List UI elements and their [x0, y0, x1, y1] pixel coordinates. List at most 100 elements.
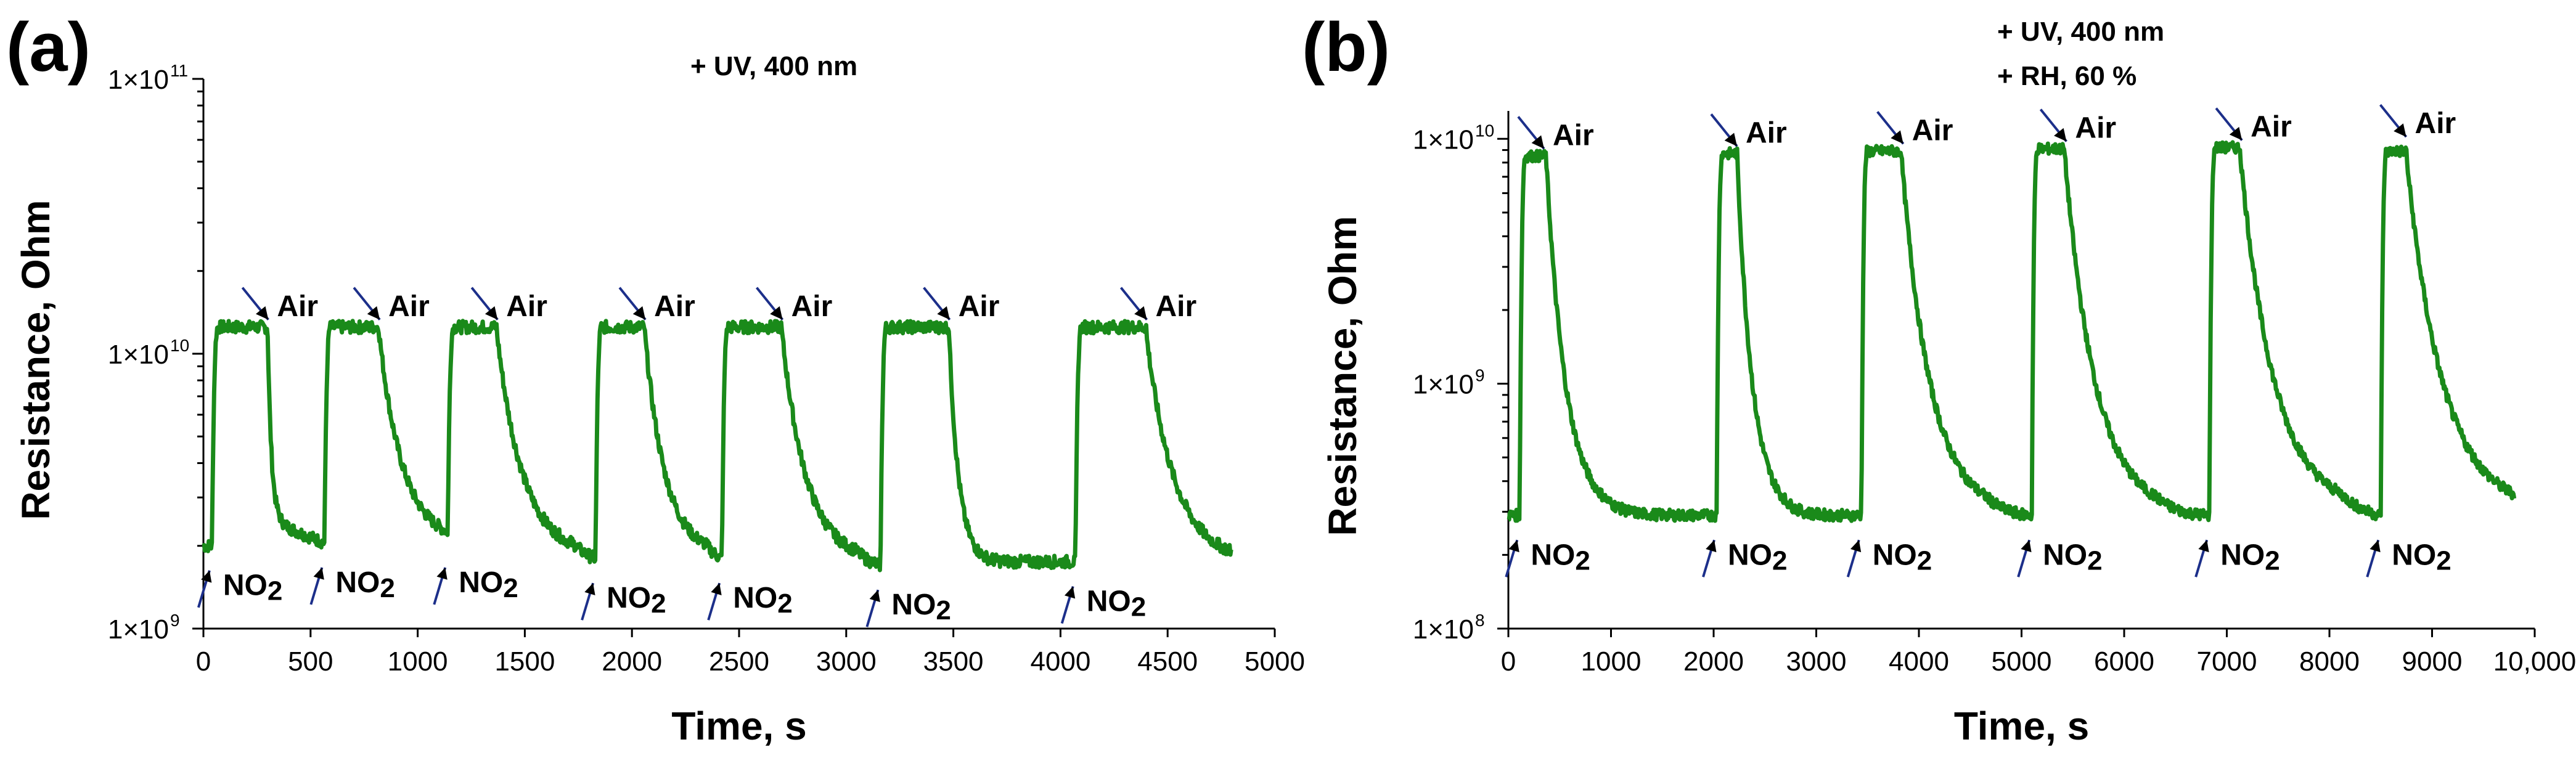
gas-label-main: NO	[223, 569, 268, 602]
gas-arrow-head	[313, 567, 324, 580]
gas-label: NO2	[1728, 539, 1787, 576]
gas-label: NO2	[1087, 585, 1146, 622]
air-label: Air	[2075, 112, 2116, 145]
gas-label: NO2	[223, 569, 282, 606]
y-tick-exponent: 10	[1475, 121, 1494, 140]
gas-label: NO2	[733, 582, 792, 619]
air-arrow-head	[632, 306, 646, 320]
x-tick-label: 5000	[1245, 646, 1305, 677]
gas-arrow-head	[2198, 540, 2209, 553]
series-line	[1507, 140, 2517, 523]
x-tick-label: 2000	[602, 646, 662, 677]
gas-label-main: NO	[1531, 539, 1575, 571]
air-label: Air	[277, 290, 318, 323]
gas-arrow-head	[584, 583, 595, 595]
air-label: Air	[959, 290, 1000, 323]
air-label: Air	[1553, 119, 1594, 152]
x-tick-label: 4000	[1889, 646, 1949, 677]
air-label: Air	[791, 290, 833, 323]
panel-label: (a)	[6, 9, 91, 86]
gas-label-main: NO	[1087, 585, 1131, 618]
gas-label-subscript: 2	[1131, 592, 1146, 622]
x-tick-label: 6000	[2094, 646, 2154, 677]
condition-label: + RH, 60 %	[1997, 61, 2136, 91]
x-tick-label: 1000	[388, 646, 448, 677]
gas-label-subscript: 2	[1772, 545, 1787, 576]
x-tick-label: 1000	[1581, 646, 1642, 677]
x-axis-title: Time, s	[1954, 704, 2089, 748]
air-arrow-head	[255, 306, 269, 320]
x-tick-label: 4500	[1137, 646, 1198, 677]
air-label: Air	[506, 290, 547, 323]
gas-label: NO2	[891, 589, 951, 626]
air-arrow-head	[367, 306, 380, 320]
air-label: Air	[2251, 111, 2292, 144]
air-arrow-head	[2054, 128, 2067, 142]
air-label: Air	[388, 290, 430, 323]
y-tick-exponent: 10	[170, 336, 189, 355]
gas-arrow-head	[2021, 540, 2032, 553]
air-arrow-head	[937, 306, 950, 320]
gas-label-subscript: 2	[2436, 545, 2451, 576]
gas-arrow-head	[2370, 540, 2381, 553]
gas-label-main: NO	[1873, 539, 1917, 571]
y-tick-label: 1×10	[108, 65, 169, 95]
gas-label-main: NO	[891, 589, 936, 621]
y-tick-label: 1×10	[1413, 614, 1474, 645]
gas-arrow-head	[1064, 586, 1076, 599]
y-tick-label: 1×10	[108, 340, 169, 370]
gas-label-subscript: 2	[1917, 545, 1932, 576]
panel-a: (a) + UV, 400 nm 0 500 1000 1500 2000 2500 3000 3…	[6, 9, 1305, 748]
x-tick-label: 2000	[1683, 646, 1744, 677]
x-tick-label: 1500	[494, 646, 555, 677]
gas-label-main: NO	[607, 582, 651, 614]
y-tick-exponent: 8	[1475, 611, 1485, 630]
y-tick-label: 1×10	[1413, 124, 1474, 155]
x-tick-label: 10,000	[2493, 646, 2576, 677]
panel-b: (b) + UV, 400 nm + RH, 60 % 0 1000 2000 3000 40…	[1302, 9, 2576, 748]
gas-label-main: NO	[2043, 539, 2087, 571]
y-tick-exponent: 9	[1475, 366, 1485, 385]
air-arrow-head	[485, 306, 498, 320]
y-axis-title: Resistance, Ohm	[14, 200, 58, 520]
x-tick-label: 4000	[1030, 646, 1090, 677]
gas-label: NO2	[335, 566, 395, 603]
gas-label: NO2	[459, 566, 518, 603]
x-tick-label: 3000	[816, 646, 877, 677]
gas-label: NO2	[607, 582, 666, 619]
y-axis-title: Resistance, Ohm	[1320, 216, 1365, 536]
x-tick-label: 0	[196, 646, 211, 677]
gas-label-subscript: 2	[777, 589, 792, 619]
gas-label-subscript: 2	[651, 589, 666, 619]
series-line	[202, 319, 1233, 573]
gas-label-subscript: 2	[2265, 545, 2280, 576]
gas-label: NO2	[2392, 539, 2451, 576]
gas-label-subscript: 2	[380, 573, 395, 603]
x-tick-label: 500	[288, 646, 333, 677]
air-label: Air	[654, 290, 695, 323]
panel-label: (b)	[1302, 9, 1390, 86]
x-tick-label: 3000	[1786, 646, 1847, 677]
air-label: Air	[2415, 107, 2456, 140]
gas-label: NO2	[2043, 539, 2102, 576]
y-tick-exponent: 9	[170, 611, 180, 630]
gas-label-main: NO	[1728, 539, 1772, 571]
gas-label: NO2	[1531, 539, 1590, 576]
gas-arrow-head	[869, 590, 880, 603]
gas-label-subscript: 2	[503, 573, 518, 603]
gas-label-main: NO	[733, 582, 777, 614]
air-arrow-head	[1891, 130, 1903, 144]
gas-label-subscript: 2	[936, 595, 951, 626]
gas-label-subscript: 2	[268, 576, 282, 606]
air-arrow-head	[1531, 135, 1544, 149]
y-tick-label: 1×10	[108, 614, 169, 645]
y-tick-label: 1×10	[1413, 370, 1474, 400]
x-tick-label: 7000	[2197, 646, 2257, 677]
air-arrow-head	[2229, 126, 2243, 141]
condition-label: + UV, 400 nm	[1997, 17, 2164, 47]
air-arrow-head	[770, 306, 783, 320]
gas-label-main: NO	[2392, 539, 2436, 571]
gas-arrow-head	[711, 583, 722, 595]
x-axis-title: Time, s	[671, 704, 806, 748]
